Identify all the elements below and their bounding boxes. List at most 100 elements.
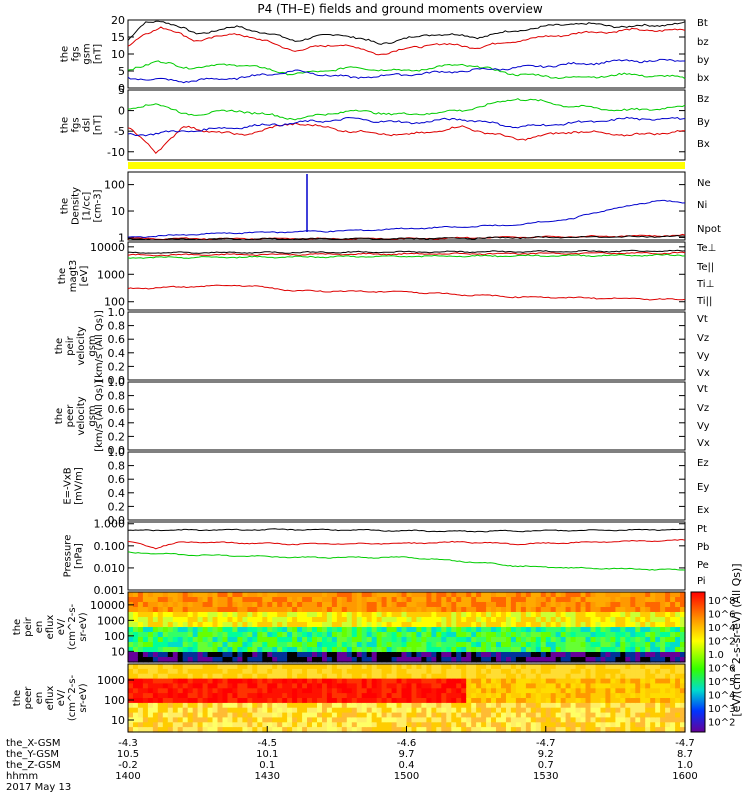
spectro-cell — [341, 602, 348, 608]
spectro-cell — [237, 683, 243, 689]
spectro-cell — [331, 617, 338, 623]
spectro-cell — [157, 632, 164, 638]
spectro-cell — [471, 722, 477, 728]
spectro-cell — [257, 657, 263, 663]
spectro-cell — [486, 678, 492, 685]
spectro-cell — [501, 688, 507, 694]
spectro-cell — [530, 693, 537, 699]
spectro-cell — [326, 678, 333, 685]
spectro-cell — [540, 652, 547, 658]
spectro-cell — [496, 668, 502, 675]
spectro-cell — [645, 727, 651, 733]
spectro-cell — [272, 657, 278, 663]
spectro-cell — [650, 612, 656, 618]
spectro-cell — [401, 592, 408, 598]
spectro-cell — [371, 652, 378, 658]
spectro-cell — [446, 622, 452, 628]
spectro-cell — [312, 673, 318, 680]
spectro-cell — [590, 727, 597, 733]
spectro-cell — [525, 712, 532, 719]
spectro-cell — [441, 707, 447, 714]
spectro-cell — [252, 712, 258, 719]
spectro-cell — [411, 698, 418, 704]
spectro-cell — [530, 688, 537, 694]
spectro-cell — [356, 622, 363, 628]
spectro-cell — [177, 707, 184, 714]
spectro-cell — [133, 727, 139, 733]
spectro-cell — [481, 717, 487, 723]
spectro-cell — [307, 627, 313, 633]
spectro-cell — [565, 664, 572, 670]
spectro-cell — [351, 698, 358, 704]
spectro-cell — [232, 607, 238, 613]
spectro-cell — [147, 678, 154, 685]
spectro-cell — [660, 627, 666, 633]
spectro-cell — [645, 693, 651, 699]
spectro-cell — [506, 607, 512, 613]
spectro-cell — [331, 678, 338, 685]
spectro-cell — [366, 727, 373, 733]
spectro-cell — [128, 722, 134, 728]
spectro-cell — [401, 617, 408, 623]
spectro-cell — [580, 607, 587, 613]
spectro-cell — [302, 683, 308, 689]
spectro-cell — [351, 592, 358, 598]
spectro-cell — [177, 722, 184, 728]
spectro-cell — [630, 698, 636, 704]
spectro-cell — [312, 652, 318, 658]
spectro-cell — [157, 617, 164, 623]
spectro-cell — [496, 617, 502, 623]
spectro-cell — [381, 727, 388, 733]
spectro-cell — [257, 702, 263, 709]
spectro-cell — [630, 702, 636, 709]
spectro-cell — [670, 712, 676, 719]
spectro-cell — [510, 717, 517, 723]
spectro-cell — [515, 647, 522, 653]
y-axis-label: the — [12, 690, 23, 706]
spectro-cell — [391, 622, 398, 628]
spectro-cell — [336, 678, 343, 685]
spectro-cell — [660, 617, 666, 623]
spectro-cell — [416, 657, 422, 663]
spectro-cell — [550, 597, 557, 603]
spectro-cell — [630, 727, 636, 733]
spectro-cell — [471, 702, 477, 709]
spectro-cell — [421, 597, 427, 603]
spectro-cell — [441, 717, 447, 723]
spectro-cell — [670, 717, 676, 723]
spectro-cell — [277, 592, 283, 598]
spectro-cell — [172, 678, 179, 685]
spectro-cell — [550, 602, 557, 608]
spectro-cell — [152, 592, 159, 598]
spectro-cell — [386, 717, 393, 723]
spectro-cell — [520, 632, 527, 638]
spectro-cell — [192, 678, 199, 685]
spectro-cell — [302, 632, 308, 638]
spectro-cell — [142, 673, 149, 680]
spectro-cell — [396, 678, 403, 685]
spectro-cell — [242, 693, 248, 699]
spectro-cell — [187, 652, 194, 658]
spectro-cell — [312, 657, 318, 663]
spectro-cell — [635, 622, 641, 628]
spectro-cell — [431, 597, 437, 603]
spectro-cell — [336, 688, 343, 694]
spectro-cell — [302, 637, 308, 643]
spectro-cell — [341, 607, 348, 613]
spectro-cell — [585, 707, 592, 714]
spectro-cell — [292, 698, 298, 704]
spectro-cell — [386, 607, 393, 613]
spectro-cell — [605, 612, 611, 618]
spectro-cell — [590, 617, 597, 623]
spectro-cell — [227, 657, 234, 663]
spectro-cell — [197, 652, 204, 658]
spectro-cell — [481, 652, 487, 658]
spectro-cell — [630, 688, 636, 694]
spectro-cell — [560, 627, 567, 633]
spectro-cell — [391, 693, 398, 699]
spectro-cell — [560, 678, 567, 685]
spectro-cell — [590, 702, 597, 709]
spectro-cell — [570, 627, 577, 633]
spectro-cell — [590, 632, 597, 638]
y-tick-label: 5 — [118, 65, 125, 78]
